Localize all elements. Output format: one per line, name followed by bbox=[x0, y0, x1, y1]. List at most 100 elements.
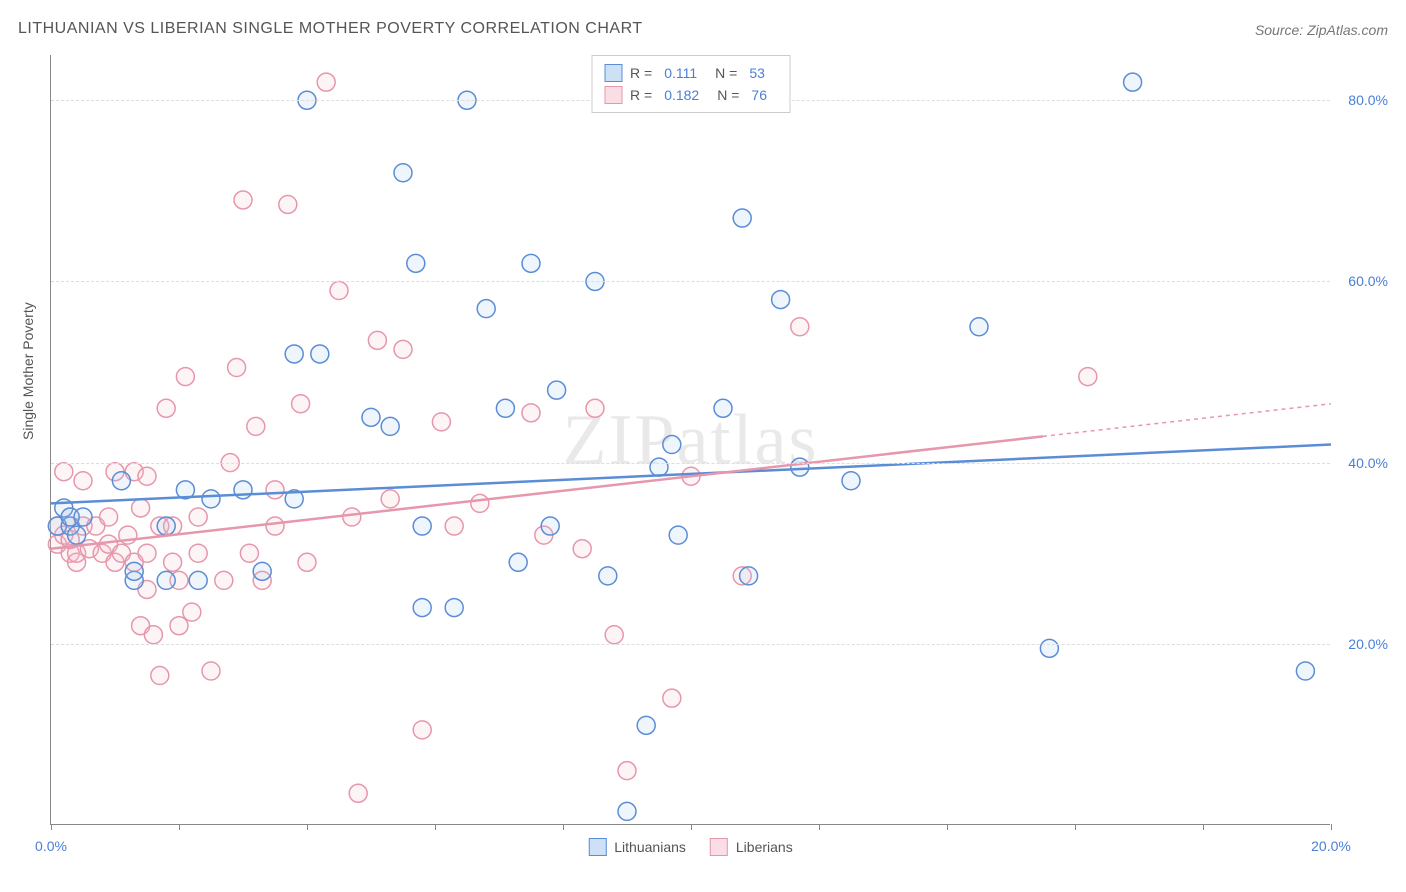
x-tick-label: 0.0% bbox=[35, 838, 67, 854]
data-point bbox=[586, 399, 604, 417]
data-point bbox=[496, 399, 514, 417]
data-point bbox=[548, 381, 566, 399]
data-point bbox=[189, 508, 207, 526]
data-point bbox=[407, 254, 425, 272]
data-point bbox=[599, 567, 617, 585]
data-point bbox=[176, 368, 194, 386]
data-point bbox=[637, 716, 655, 734]
gridline bbox=[51, 281, 1330, 282]
data-point bbox=[669, 526, 687, 544]
data-point bbox=[266, 481, 284, 499]
x-tick bbox=[691, 824, 692, 830]
x-tick-label: 20.0% bbox=[1311, 838, 1351, 854]
data-point bbox=[740, 567, 758, 585]
x-tick bbox=[435, 824, 436, 830]
n-label: N = bbox=[715, 65, 737, 81]
data-point bbox=[125, 562, 143, 580]
data-point bbox=[368, 331, 386, 349]
data-point bbox=[189, 571, 207, 589]
data-point bbox=[381, 490, 399, 508]
x-tick bbox=[51, 824, 52, 830]
r-value: 0.111 bbox=[664, 65, 697, 81]
swatch-icon bbox=[604, 86, 622, 104]
data-point bbox=[663, 689, 681, 707]
data-point bbox=[1296, 662, 1314, 680]
data-point bbox=[240, 544, 258, 562]
gridline bbox=[51, 644, 1330, 645]
x-tick bbox=[1331, 824, 1332, 830]
data-point bbox=[445, 517, 463, 535]
data-point bbox=[234, 191, 252, 209]
x-tick bbox=[1075, 824, 1076, 830]
x-tick bbox=[563, 824, 564, 830]
data-point bbox=[394, 340, 412, 358]
legend-row-liberians: R = 0.182 N = 76 bbox=[604, 84, 777, 106]
data-point bbox=[618, 762, 636, 780]
data-point bbox=[471, 494, 489, 512]
data-point bbox=[772, 291, 790, 309]
data-point bbox=[298, 553, 316, 571]
data-point bbox=[573, 540, 591, 558]
data-point bbox=[285, 345, 303, 363]
y-tick-label: 20.0% bbox=[1348, 636, 1388, 652]
legend-correlation: R = 0.111 N = 53 R = 0.182 N = 76 bbox=[591, 55, 790, 113]
data-point bbox=[362, 408, 380, 426]
n-label: N = bbox=[717, 87, 739, 103]
legend-item-lithuanians: Lithuanians bbox=[588, 838, 686, 856]
data-point bbox=[292, 395, 310, 413]
legend-item-liberians: Liberians bbox=[710, 838, 793, 856]
trend-line bbox=[51, 445, 1331, 504]
data-point bbox=[791, 458, 809, 476]
data-point bbox=[413, 721, 431, 739]
swatch-icon bbox=[710, 838, 728, 856]
n-value: 53 bbox=[749, 65, 765, 81]
data-point bbox=[394, 164, 412, 182]
legend-label: Lithuanians bbox=[614, 839, 686, 855]
data-point bbox=[343, 508, 361, 526]
legend-series: Lithuanians Liberians bbox=[588, 838, 792, 856]
data-point bbox=[317, 73, 335, 91]
data-point bbox=[202, 662, 220, 680]
data-point bbox=[605, 626, 623, 644]
data-point bbox=[228, 359, 246, 377]
chart-title: LITHUANIAN VS LIBERIAN SINGLE MOTHER POV… bbox=[18, 20, 643, 38]
data-point bbox=[157, 399, 175, 417]
data-point bbox=[311, 345, 329, 363]
data-point bbox=[663, 436, 681, 454]
data-point bbox=[618, 802, 636, 820]
data-point bbox=[349, 784, 367, 802]
data-point bbox=[381, 417, 399, 435]
y-axis-title: Single Mother Poverty bbox=[20, 302, 36, 440]
data-point bbox=[970, 318, 988, 336]
swatch-icon bbox=[588, 838, 606, 856]
chart-svg bbox=[51, 55, 1330, 824]
n-value: 76 bbox=[751, 87, 767, 103]
data-point bbox=[112, 472, 130, 490]
data-point bbox=[157, 571, 175, 589]
r-value: 0.182 bbox=[664, 87, 699, 103]
trend-line-extrapolated bbox=[1043, 404, 1331, 437]
x-tick bbox=[819, 824, 820, 830]
data-point bbox=[522, 254, 540, 272]
data-point bbox=[74, 472, 92, 490]
data-point bbox=[234, 481, 252, 499]
data-point bbox=[138, 544, 156, 562]
data-point bbox=[279, 195, 297, 213]
data-point bbox=[509, 553, 527, 571]
data-point bbox=[138, 467, 156, 485]
data-point bbox=[432, 413, 450, 431]
source-attribution: Source: ZipAtlas.com bbox=[1255, 22, 1388, 38]
data-point bbox=[445, 599, 463, 617]
data-point bbox=[1040, 639, 1058, 657]
plot-area: ZIPatlas R = 0.111 N = 53 R = 0.182 N = … bbox=[50, 55, 1330, 825]
gridline bbox=[51, 463, 1330, 464]
y-tick-label: 80.0% bbox=[1348, 92, 1388, 108]
data-point bbox=[266, 517, 284, 535]
data-point bbox=[157, 517, 175, 535]
data-point bbox=[151, 667, 169, 685]
legend-label: Liberians bbox=[736, 839, 793, 855]
data-point bbox=[55, 463, 73, 481]
data-point bbox=[842, 472, 860, 490]
swatch-icon bbox=[604, 64, 622, 82]
r-label: R = bbox=[630, 65, 652, 81]
